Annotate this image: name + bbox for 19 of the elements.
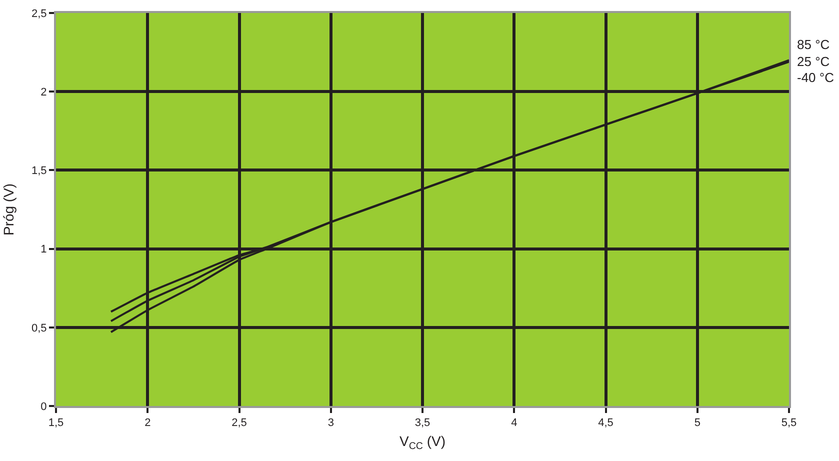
x-tick-label: 5,5 [781,417,797,430]
y-tick-label: 0 [40,400,47,413]
y-tick-label: 2,5 [32,8,47,20]
x-tick-label: 3 [328,417,334,430]
x-tick-label: 5 [694,417,700,430]
x-tick-label: 4,5 [598,417,614,430]
x-tick-label: 2 [144,417,151,430]
x-axis-title: V$_{CC}$ (V) [399,433,446,452]
series-label: 25 °C [797,54,830,69]
y-tick-label: 1 [40,244,47,256]
series-label: -40 °C [797,70,834,85]
series-label: 85 °C [797,37,830,52]
x-tick-label: 2,5 [232,417,247,430]
y-tick-label: 2 [40,86,47,98]
x-tick-label: 4 [511,417,518,430]
y-tick-label: 1,5 [32,165,47,178]
x-tick-label: 3,5 [414,417,430,430]
y-tick-label: 0,5 [32,322,47,334]
y-axis-title: Próg (V) [0,183,17,236]
